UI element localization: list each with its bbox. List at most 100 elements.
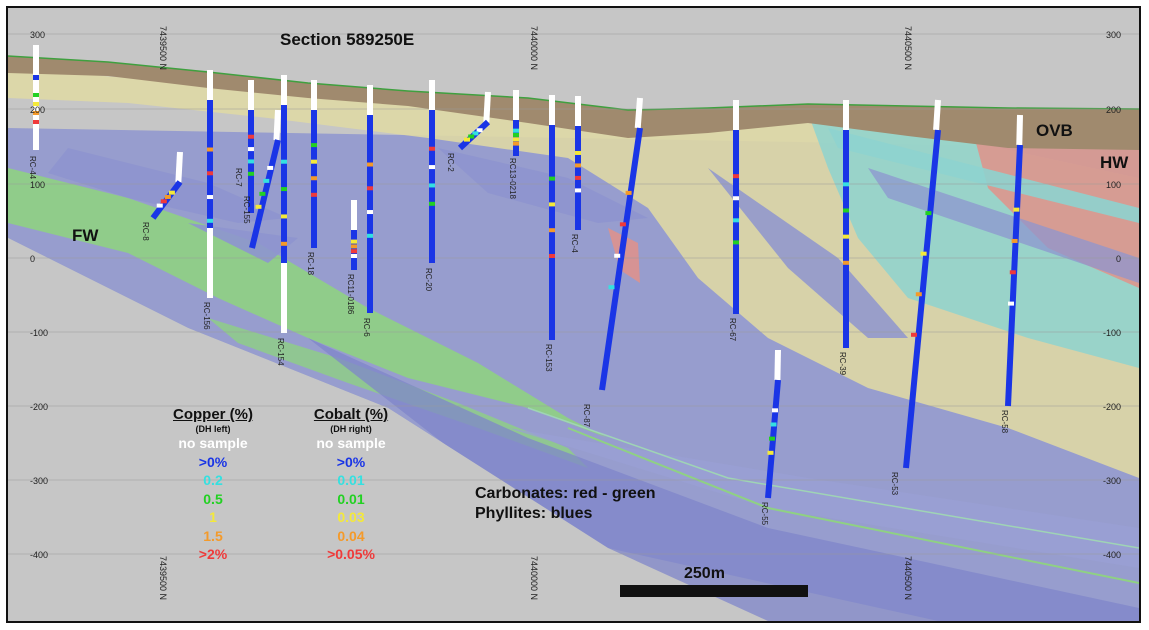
assay-interval [164,194,171,199]
assay-interval [33,102,39,106]
elevation-tick-right: 300 [1106,30,1121,40]
copper-legend-item: 1.5 [203,527,223,544]
northing-label-top: 7440000 N [529,26,539,70]
assay-interval [281,159,287,164]
elevation-tick-left: 300 [30,30,45,40]
drillhole-label: RC-153 [544,344,553,372]
overburden-layer [8,56,1139,150]
assay-interval [429,146,435,151]
assay-interval [207,195,213,200]
drillhole-collar [175,151,183,183]
green-seam [567,427,1139,584]
blue-tongue [708,168,908,338]
assay-interval [1008,301,1014,306]
drillhole-collar [273,109,281,141]
assay-interval [468,134,475,139]
assay-interval [767,450,774,455]
assay-interval [549,176,555,181]
blue-tongue [868,168,1139,283]
drillhole-label: RC-155 [242,196,251,224]
drillhole-label: RC-18 [306,252,315,276]
assay-interval [1009,270,1016,275]
assay-interval [575,175,581,180]
drillhole-assay-trace [903,129,941,469]
assay-interval [351,244,357,249]
no-data-area [8,238,768,621]
assay-interval [207,218,213,223]
drillhole-label: RC-67 [728,318,737,342]
blue-tongue [188,223,298,263]
assay-interval [367,162,373,167]
assay-interval [472,131,479,136]
assay-interval [311,143,317,148]
northing-label-top: 7439500 N [158,26,168,70]
copper-legend: Copper (%) (DH left) no sample >0% 0.2 0… [153,406,273,564]
assay-interval [248,147,254,152]
assay-interval [351,254,357,258]
assay-interval [259,191,266,196]
assay-interval [911,332,917,337]
assay-interval [33,120,39,124]
assay-interval [769,436,775,441]
cobalt-legend-item: no sample [316,435,386,451]
assay-interval [33,93,39,97]
assay-interval [1013,207,1020,212]
assay-interval [915,292,922,297]
drillhole-collar [1016,114,1023,146]
assay-interval [772,408,778,413]
drillhole-label: RC-44 [28,156,37,180]
blue-tongue [48,148,288,223]
assay-interval [156,203,163,208]
drillhole-assay-trace [599,127,643,391]
assay-interval [351,249,357,254]
lithology-note-line: Phyllites: blues [475,505,593,522]
elevation-tick-right: 100 [1106,180,1121,190]
assay-interval [255,204,262,209]
cobalt-legend-item: 0.03 [337,509,365,525]
cobalt-legend-item: >0% [336,453,366,470]
copper-legend-subtitle: (DH left) [195,424,231,434]
lower-blue-band [508,428,1139,568]
assay-interval [843,234,849,239]
cobalt-legend-item: 0.01 [337,490,365,507]
assay-interval [311,176,317,181]
drillhole-label: RC-156 [202,302,211,330]
elevation-tick-left: 100 [30,180,45,190]
northing-label-bottom: 7440000 N [529,556,539,600]
drillhole-label: RC-154 [276,338,285,366]
northing-label-top: 7440500 N [903,26,913,70]
assay-interval [608,285,615,290]
assay-interval [513,141,519,146]
blue-tongue [828,128,1139,223]
drillhole-traces: RC-44 RC-8 RC-156 RC-7 RC-155 RC-154 RC-18 RC11… [28,45,1023,526]
assay-interval [549,254,555,258]
hangingwall-label: HW [1100,153,1129,172]
elevation-tick-right: 200 [1106,105,1121,115]
cobalt-legend-item: 0.01 [337,472,365,488]
elevation-tick-left: -400 [30,550,48,560]
drillhole-collar [774,349,781,381]
assay-interval [920,251,927,256]
assay-interval [311,159,317,164]
drillhole-label: RC-20 [424,268,433,292]
assay-interval [575,188,581,193]
assay-interval [351,239,357,244]
assay-interval [770,422,777,427]
assay-interval [367,186,373,191]
scale-bar [620,585,808,597]
tick-labels: 300 300 200 200 100 100 0 0 -100 -100 -200 -200 -300… [30,26,1121,600]
copper-legend-item: >0% [198,453,228,470]
drillhole-assay-trace [1005,144,1023,407]
assay-interval [476,128,483,133]
cobalt-legend-title: Cobalt (%) [313,406,389,423]
drillhole-label: RC-39 [838,352,847,376]
drillhole-collar [483,91,491,123]
northing-label-bottom: 7439500 N [158,556,168,600]
elevation-tick-left: -200 [30,402,48,412]
elevation-tick-left: 0 [30,254,35,264]
lower-blue-band [308,338,1139,621]
assay-interval [281,241,287,246]
cross-section-figure: RC-44 RC-8 RC-156 RC-7 RC-155 RC-154 RC-18 RC11… [6,6,1141,623]
green-seam [527,407,1139,549]
elevation-tick-right: 0 [1116,254,1121,264]
